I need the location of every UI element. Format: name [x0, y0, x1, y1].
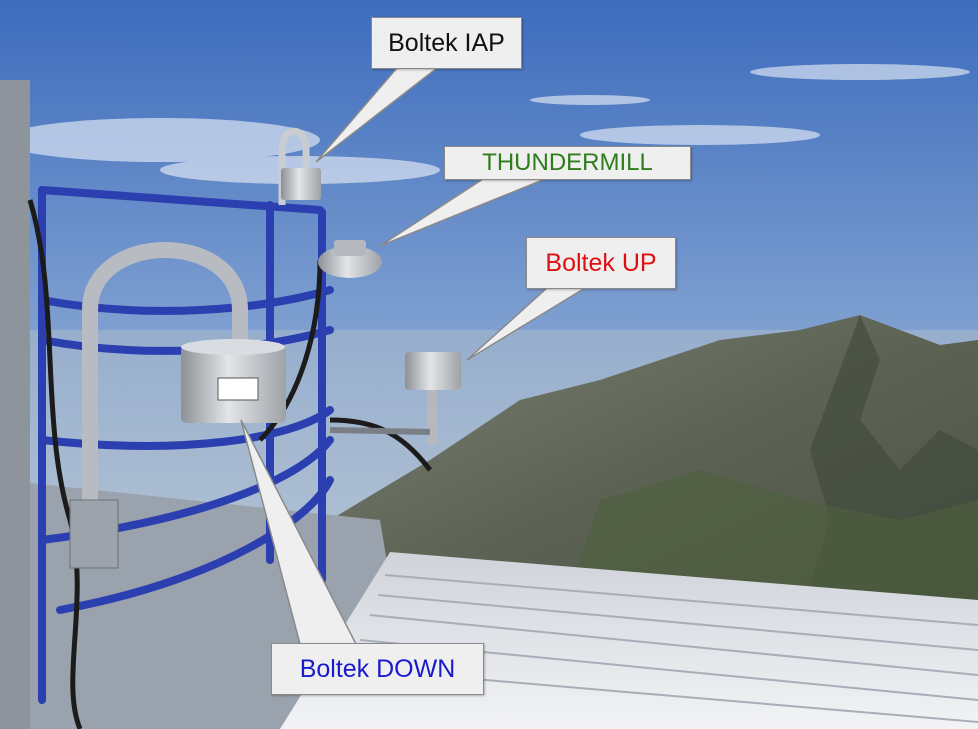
up-sensor-can	[405, 352, 461, 390]
clouds	[0, 64, 970, 184]
label-boltek-down: Boltek DOWN	[299, 654, 456, 683]
callout-pointers	[240, 67, 588, 645]
callout-thundermill: THUNDERMILL	[444, 146, 691, 180]
thundermill-sensor	[318, 246, 382, 278]
iap-sensor-can	[281, 168, 321, 200]
label-boltek-iap: Boltek IAP	[388, 28, 505, 57]
building-pole	[0, 80, 30, 729]
down-sensor-arm	[82, 242, 248, 500]
junction-box	[69, 499, 119, 569]
label-thundermill: THUNDERMILL	[482, 149, 653, 176]
iap-sensor-arm	[278, 127, 310, 205]
callout-boltek-up: Boltek UP	[526, 237, 676, 289]
label-boltek-up: Boltek UP	[545, 248, 657, 277]
callout-boltek-down: Boltek DOWN	[271, 643, 484, 695]
callout-boltek-iap: Boltek IAP	[371, 17, 522, 69]
